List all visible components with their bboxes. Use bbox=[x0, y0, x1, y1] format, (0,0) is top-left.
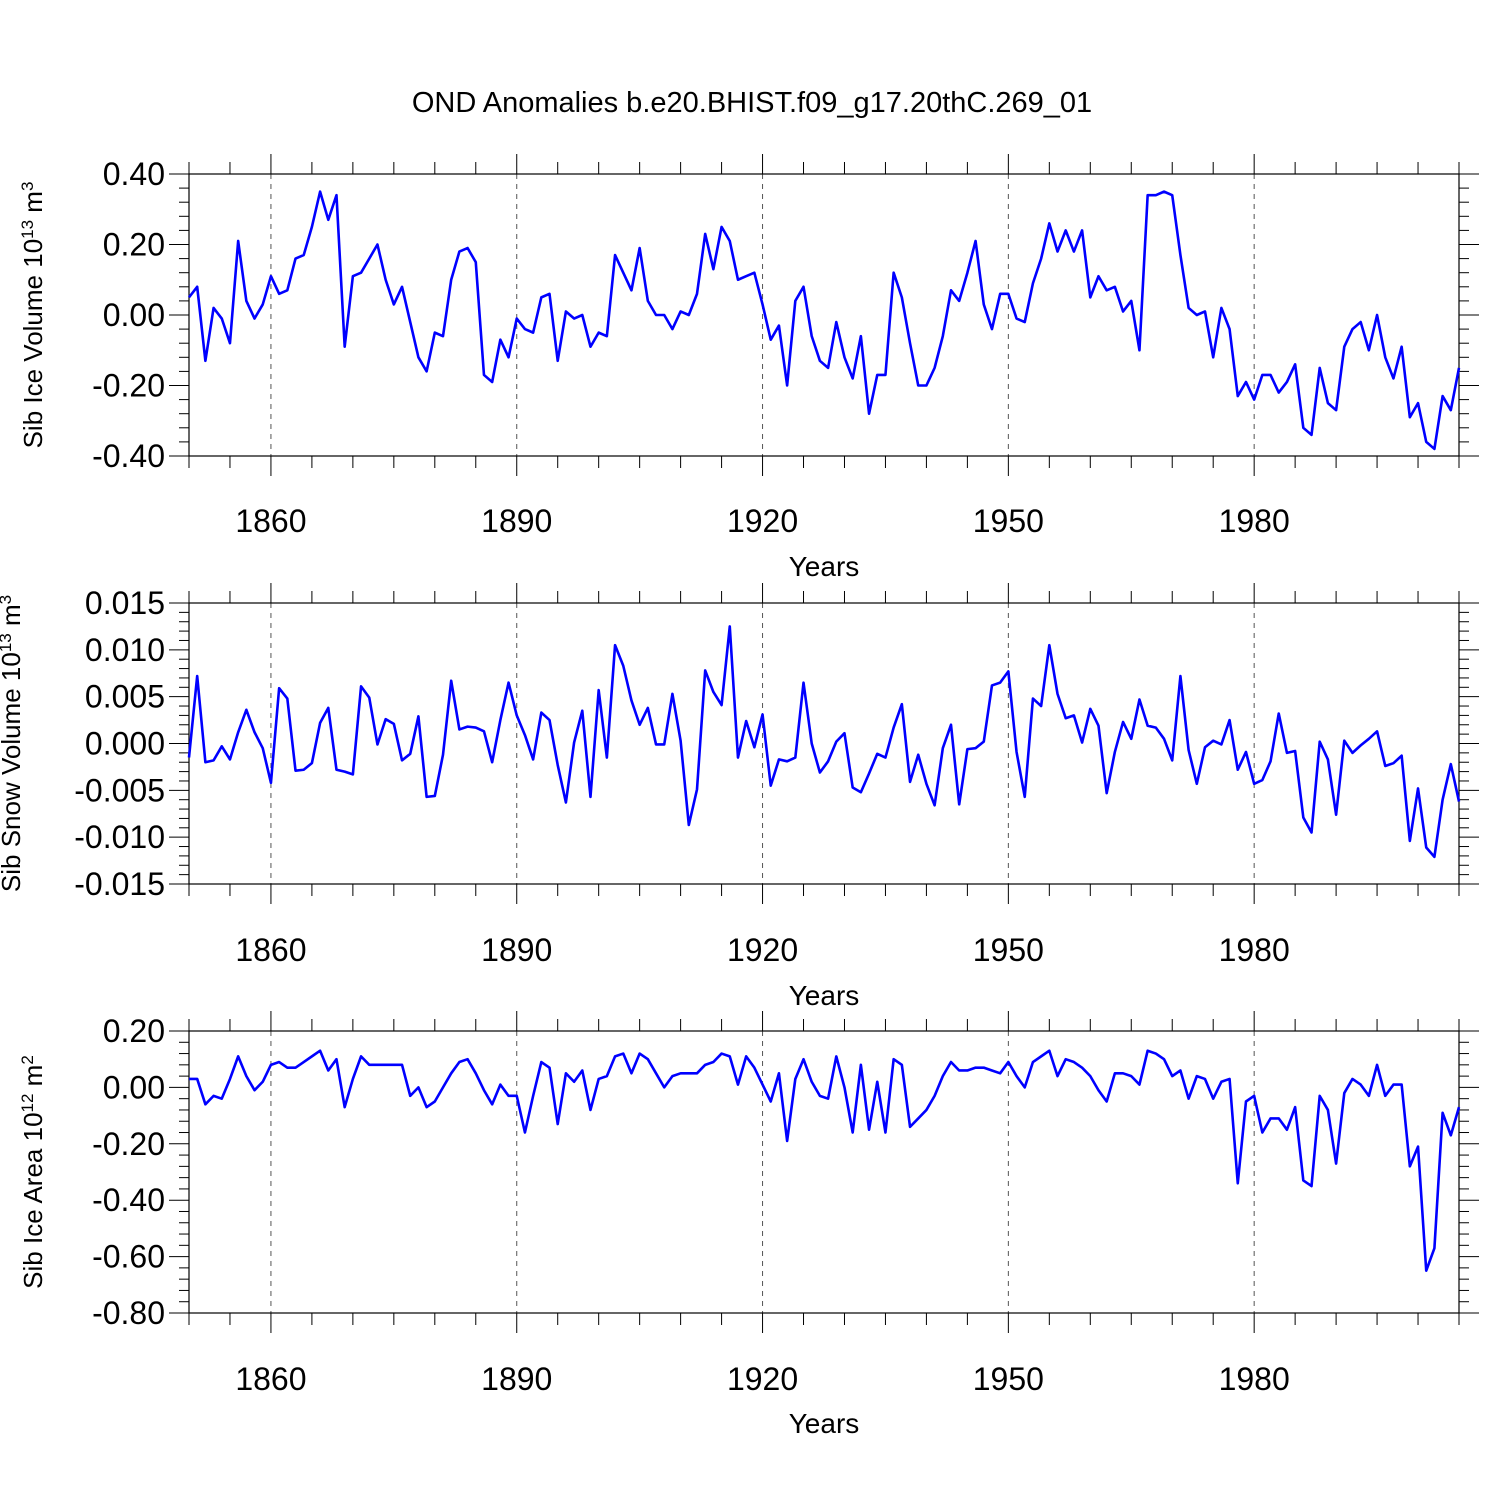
y-axis-label-text: m bbox=[0, 604, 26, 633]
y-tick-label: -0.005 bbox=[74, 772, 165, 808]
y-tick-label: -0.40 bbox=[92, 438, 165, 474]
y-axis-label: Sib Snow Volume 1013 m3 bbox=[0, 595, 26, 892]
y-tick-label: -0.015 bbox=[74, 866, 165, 902]
plot-frame bbox=[188, 602, 1460, 885]
plot-frame bbox=[188, 1030, 1460, 1314]
y-tick-label: 0.005 bbox=[85, 679, 165, 715]
chart-panel-1: 0.40 0.20 0.00 -0.20 -0.40 1860 1890 1920 1950 19… bbox=[18, 154, 1479, 582]
y-axis-label-superscript: 3 bbox=[18, 182, 37, 191]
y-tick-label: 0.015 bbox=[85, 585, 165, 621]
x-tick-label: 1950 bbox=[973, 503, 1044, 539]
y-tick-label: 0.20 bbox=[103, 1013, 165, 1049]
y-axis-label-text: Sib Ice Area 10 bbox=[18, 1112, 48, 1288]
x-tick-label: 1890 bbox=[481, 503, 552, 539]
y-tick-label: 0.40 bbox=[103, 156, 165, 192]
y-axis-label-text: Sib Ice Volume 10 bbox=[18, 239, 48, 449]
x-tick-label: 1920 bbox=[727, 932, 798, 968]
y-tick-label: -0.20 bbox=[92, 1126, 165, 1162]
y-axis-label-superscript: 13 bbox=[18, 220, 37, 239]
y-tick-label: 0.20 bbox=[103, 227, 165, 263]
y-axis-label: Sib Ice Volume 1013 m3 bbox=[18, 182, 49, 449]
plot-frame bbox=[188, 173, 1460, 457]
x-tick-label: 1860 bbox=[235, 932, 306, 968]
x-tick-label: 1920 bbox=[727, 1361, 798, 1397]
chart-panel-3: 0.20 0.00 -0.20 -0.40 -0.60 -0.80 1860 1890 1920… bbox=[18, 1011, 1479, 1439]
x-axis-label: Years bbox=[789, 551, 860, 582]
y-tick-label: 0.00 bbox=[103, 297, 165, 333]
y-axis-label-superscript: 2 bbox=[18, 1055, 37, 1064]
x-tick-label: 1890 bbox=[481, 932, 552, 968]
y-axis-label: Sib Ice Area 1012 m2 bbox=[18, 1055, 49, 1289]
x-axis-label: Years bbox=[789, 1408, 860, 1439]
y-tick-label: 0.010 bbox=[85, 632, 165, 668]
series-line-sib-snow-volume bbox=[187, 625, 1461, 859]
x-tick-label: 1950 bbox=[973, 1361, 1044, 1397]
x-tick-label: 1890 bbox=[481, 1361, 552, 1397]
x-tick-label: 1980 bbox=[1219, 1361, 1290, 1397]
y-tick-label: -0.20 bbox=[92, 368, 165, 404]
y-axis-label-text: m bbox=[18, 191, 48, 220]
x-tick-label: 1950 bbox=[973, 932, 1044, 968]
x-tick-label: 1980 bbox=[1219, 503, 1290, 539]
y-tick-label: 0.00 bbox=[103, 1069, 165, 1105]
x-tick-label: 1860 bbox=[235, 1361, 306, 1397]
chart-title: OND Anomalies b.e20.BHIST.f09_g17.20thC.… bbox=[412, 87, 1092, 119]
y-axis-label-text: m bbox=[18, 1065, 48, 1094]
y-axis-label-text: Sib Snow Volume 10 bbox=[0, 652, 26, 892]
x-tick-label: 1980 bbox=[1219, 932, 1290, 968]
x-axis-label: Years bbox=[789, 980, 860, 1011]
x-tick-label: 1920 bbox=[727, 503, 798, 539]
y-axis-label-superscript: 3 bbox=[0, 595, 15, 604]
y-axis-label-superscript: 12 bbox=[18, 1094, 37, 1113]
y-tick-label: -0.010 bbox=[74, 819, 165, 855]
y-axis-label-superscript: 13 bbox=[0, 633, 15, 652]
series-line-sib-ice-area bbox=[189, 1049, 1461, 1272]
y-tick-label: -0.80 bbox=[92, 1295, 165, 1331]
x-tick-label: 1860 bbox=[235, 503, 306, 539]
y-tick-label: -0.60 bbox=[92, 1239, 165, 1275]
y-tick-label: 0.000 bbox=[85, 726, 165, 762]
y-tick-label: -0.40 bbox=[92, 1182, 165, 1218]
series-line-sib-ice-volume bbox=[187, 190, 1461, 451]
chart-panel-2: 0.015 0.010 0.005 0.000 -0.005 -0.010 -0.015 18… bbox=[0, 583, 1479, 1011]
